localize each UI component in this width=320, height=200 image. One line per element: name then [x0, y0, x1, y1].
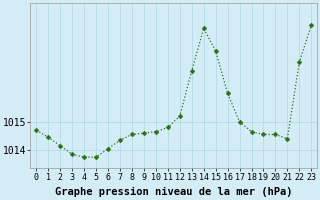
X-axis label: Graphe pression niveau de la mer (hPa): Graphe pression niveau de la mer (hPa) [55, 187, 292, 197]
